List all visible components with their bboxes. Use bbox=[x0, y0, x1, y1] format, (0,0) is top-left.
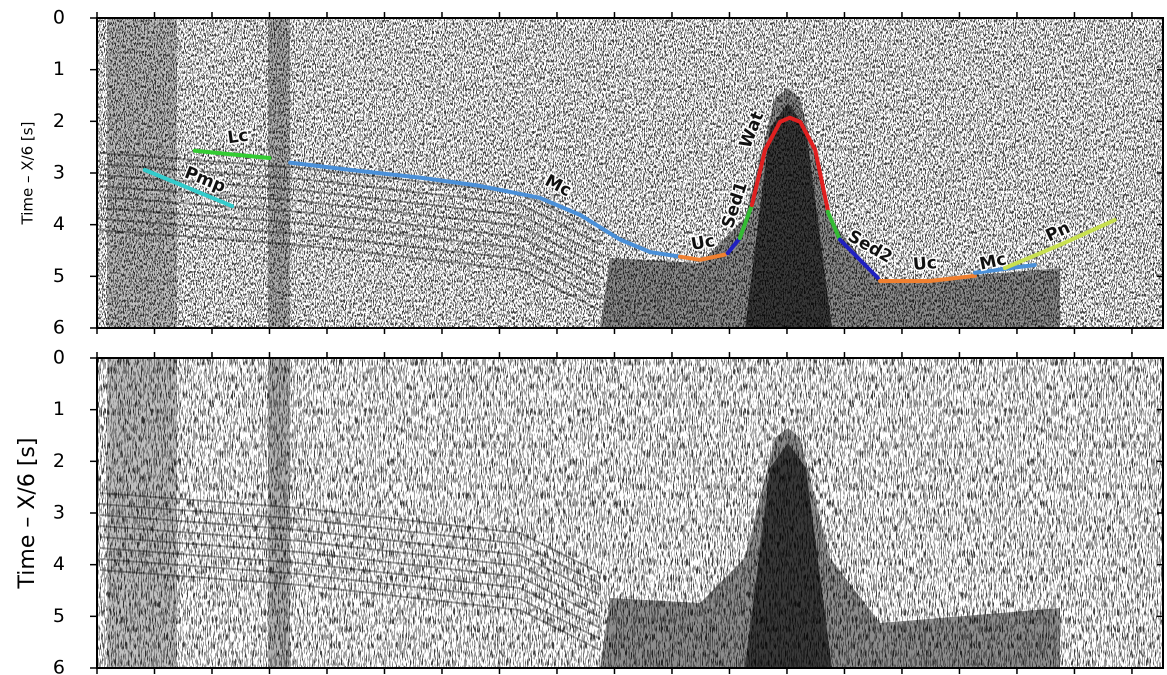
seismic-band bbox=[99, 558, 601, 640]
seismic-band bbox=[99, 536, 601, 618]
phase-pick bbox=[749, 115, 830, 212]
y-axis-label: Time – X/6 [s] bbox=[19, 122, 37, 226]
y-tick-label: 6 bbox=[53, 657, 65, 675]
seismic-arrivals bbox=[600, 428, 1060, 668]
phase-pick bbox=[725, 236, 742, 256]
phase-pick bbox=[825, 209, 842, 242]
y-tick-label: 4 bbox=[53, 213, 65, 235]
phase-label: Uc bbox=[689, 231, 716, 255]
y-tick-label: 2 bbox=[53, 110, 65, 132]
y-tick-label: 4 bbox=[53, 553, 65, 575]
y-tick-label: 2 bbox=[53, 450, 65, 472]
seismic-dense-zone bbox=[268, 358, 290, 668]
seismic-band bbox=[99, 492, 601, 574]
phase-label: Lc bbox=[226, 126, 250, 149]
phase-pick bbox=[142, 167, 235, 209]
phase-label: Uc bbox=[912, 253, 938, 275]
phase-pick bbox=[1002, 218, 1117, 271]
y-tick-label: 3 bbox=[53, 502, 65, 524]
phase-pick bbox=[288, 160, 683, 259]
seismic-peak bbox=[745, 103, 832, 328]
seismic-band bbox=[99, 207, 601, 289]
seismic-band bbox=[99, 163, 601, 245]
seismic-band bbox=[99, 196, 601, 278]
seismic-band bbox=[99, 152, 601, 234]
seismic-band bbox=[99, 218, 601, 300]
y-tick-label: 0 bbox=[53, 7, 65, 29]
seismic-band bbox=[99, 569, 601, 651]
y-tick-label: 1 bbox=[53, 58, 65, 80]
y-tick-label: 6 bbox=[53, 317, 65, 339]
seismic-arrivals bbox=[600, 88, 1060, 328]
y-tick-label: 3 bbox=[53, 162, 65, 184]
y-tick-label: 0 bbox=[53, 347, 65, 369]
seismic-band bbox=[99, 174, 601, 256]
phase-pick bbox=[192, 148, 272, 161]
seismic-dense-zone bbox=[107, 18, 177, 328]
seismic-band bbox=[99, 525, 601, 607]
seismic-band bbox=[99, 514, 601, 596]
phase-pick bbox=[878, 273, 977, 283]
phase-pick bbox=[678, 252, 727, 262]
y-tick-label: 5 bbox=[53, 605, 65, 627]
y-tick-label: 1 bbox=[53, 398, 65, 420]
y-axis-label: Time – X/6 [s] bbox=[15, 438, 40, 590]
y-tick-label: 5 bbox=[53, 265, 65, 287]
phase-pick bbox=[837, 237, 880, 280]
seismic-band bbox=[99, 229, 601, 311]
seismic-noise bbox=[97, 18, 1163, 328]
seismic-dense-zone bbox=[107, 358, 177, 668]
seismic-band bbox=[99, 547, 601, 629]
seismic-peak bbox=[745, 443, 832, 668]
seismic-dense-zone bbox=[268, 18, 290, 328]
seismic-band bbox=[99, 503, 601, 585]
seismic-noise bbox=[97, 358, 1163, 668]
phase-pick bbox=[737, 203, 754, 241]
